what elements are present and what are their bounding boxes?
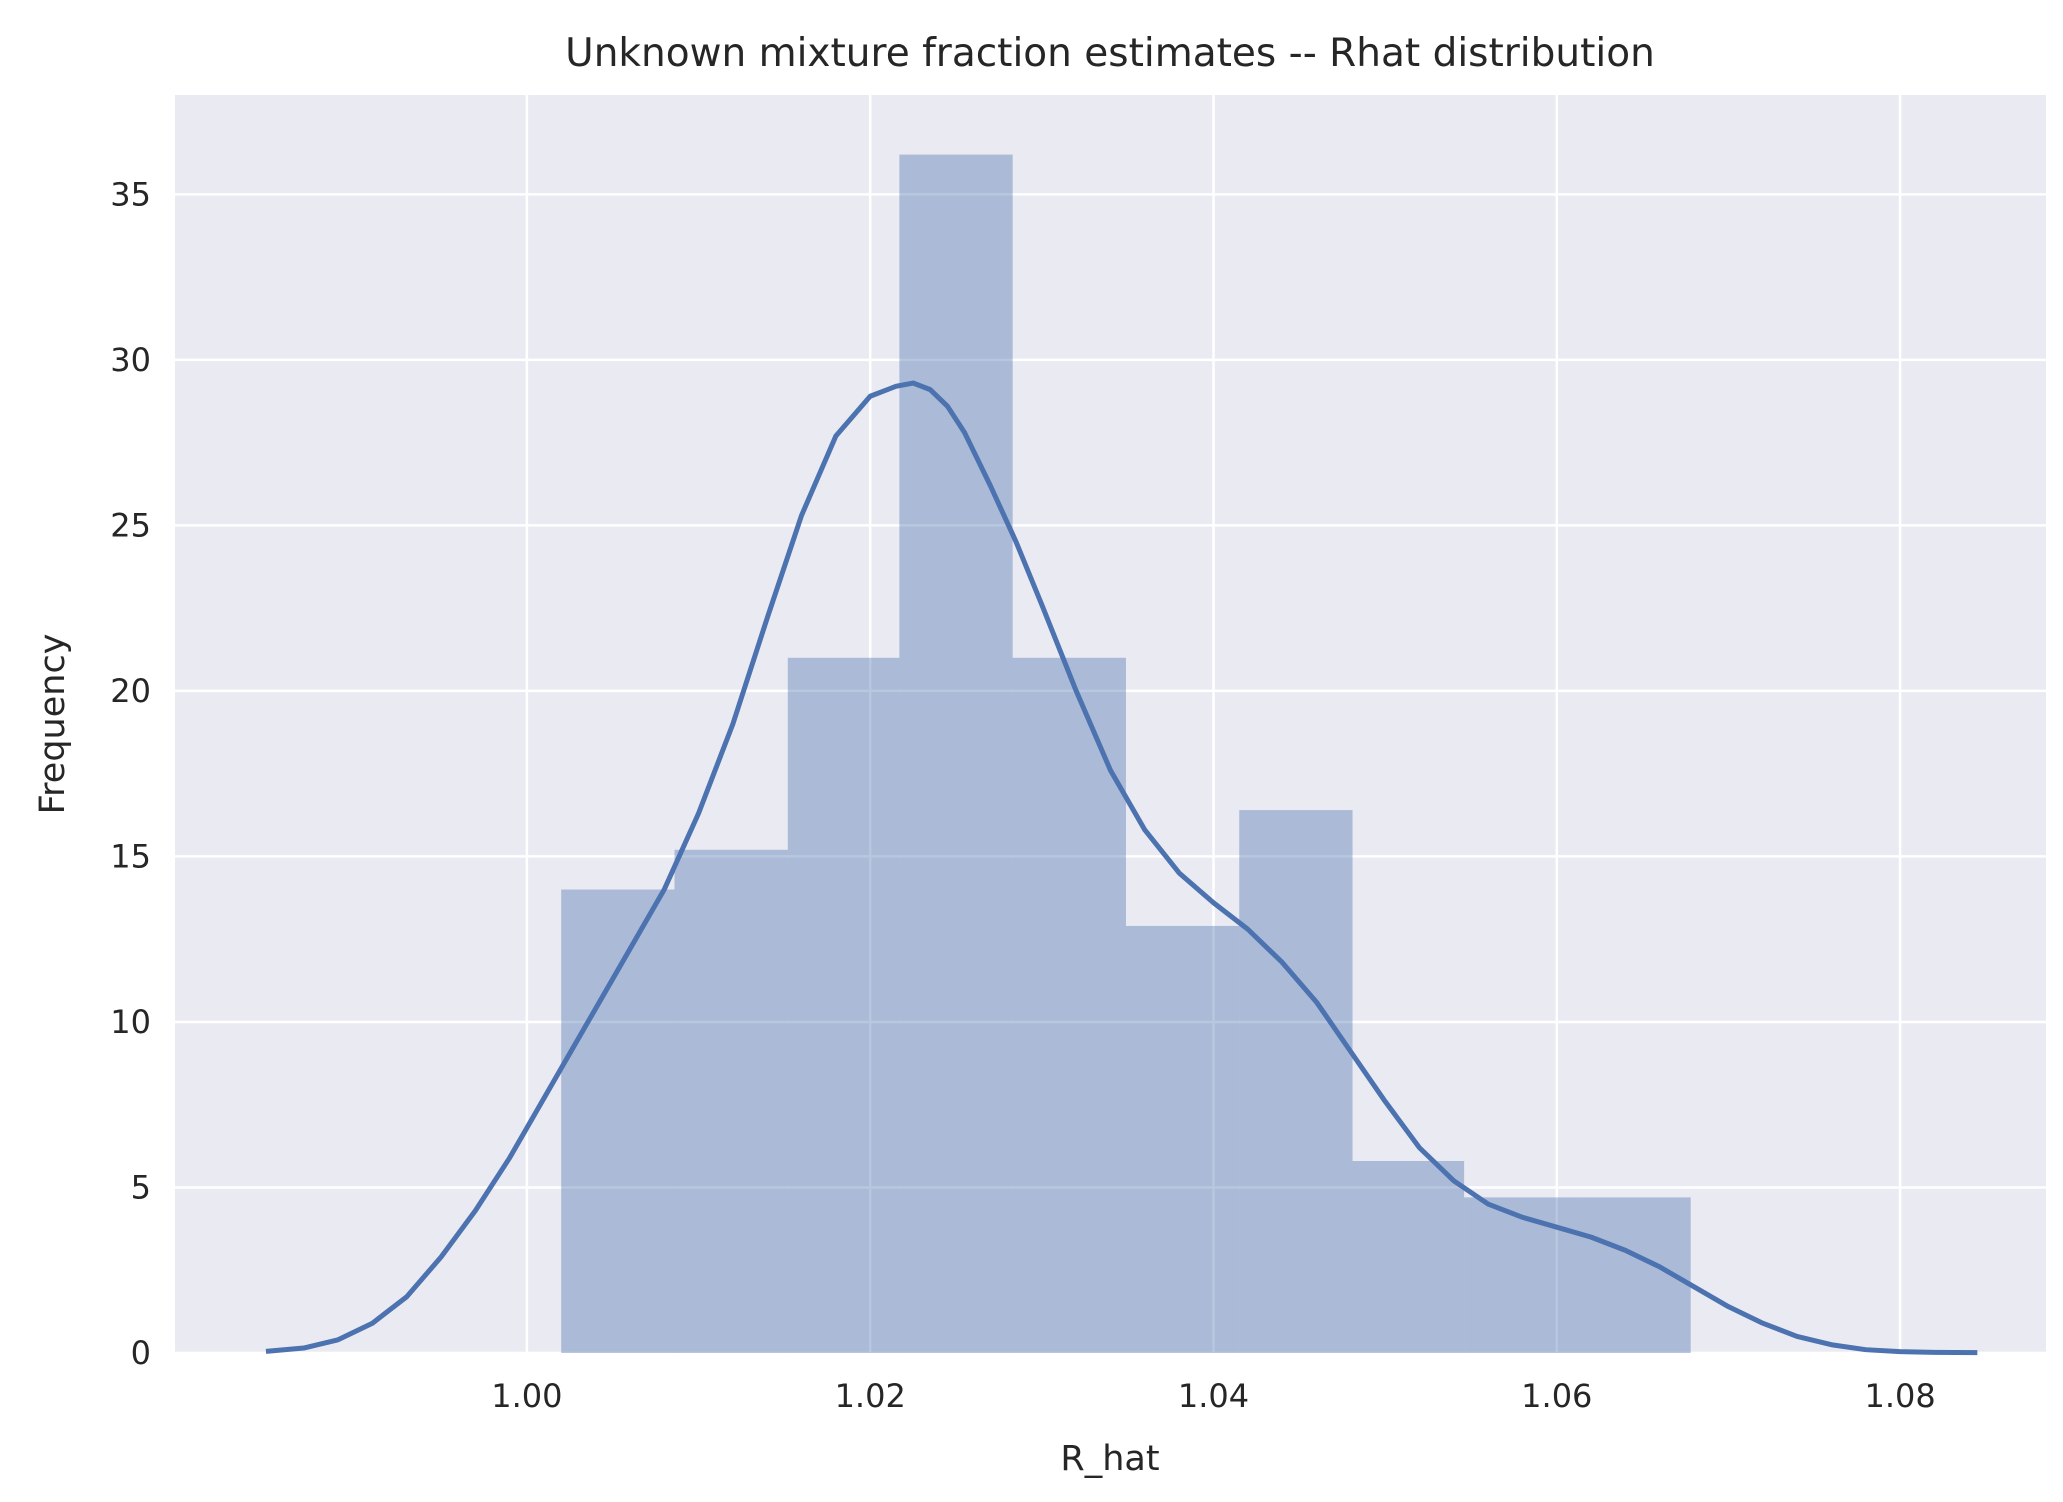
histogram-bar-4 bbox=[899, 154, 1013, 1353]
y-axis-label: Frequency bbox=[33, 634, 73, 815]
histogram-bar-9 bbox=[1464, 1197, 1578, 1353]
x-tick-label: 1.06 bbox=[1521, 1377, 1592, 1415]
y-tick-label: 0 bbox=[131, 1334, 151, 1372]
y-tick-label: 5 bbox=[131, 1168, 151, 1206]
chart-title: Unknown mixture fraction estimates -- Rh… bbox=[565, 31, 1655, 76]
x-axis-label: R_hat bbox=[1060, 1439, 1159, 1479]
y-tick-label: 15 bbox=[110, 837, 151, 875]
axes-background bbox=[175, 95, 2046, 1353]
x-tick-label: 1.00 bbox=[491, 1377, 562, 1415]
y-tick-label: 20 bbox=[110, 672, 151, 710]
histogram-bar-3 bbox=[787, 657, 900, 1353]
x-tick-label: 1.08 bbox=[1864, 1377, 1935, 1415]
histogram-bar-5 bbox=[1012, 657, 1126, 1353]
x-tick-label: 1.02 bbox=[835, 1377, 906, 1415]
kde-curve bbox=[265, 380, 1978, 1356]
y-tick-label: 25 bbox=[110, 506, 151, 544]
y-tick-label: 30 bbox=[110, 341, 151, 379]
y-tick-labels: 0 5 10 15 20 25 30 35 bbox=[110, 175, 151, 1372]
histogram-bars bbox=[561, 154, 1691, 1353]
histogram-bar-6 bbox=[1125, 925, 1240, 1353]
histogram-bar-8 bbox=[1352, 1160, 1465, 1353]
y-tick-label: 10 bbox=[110, 1003, 151, 1041]
histogram-bar-1 bbox=[561, 889, 675, 1353]
x-tick-labels: 1.00 1.02 1.04 1.06 1.08 bbox=[491, 1377, 1935, 1415]
histogram-bar-2 bbox=[674, 849, 788, 1353]
histogram-bar-7 bbox=[1239, 810, 1353, 1353]
y-tick-label: 35 bbox=[110, 175, 151, 213]
x-tick-label: 1.04 bbox=[1178, 1377, 1249, 1415]
grid-lines bbox=[175, 95, 2046, 1355]
